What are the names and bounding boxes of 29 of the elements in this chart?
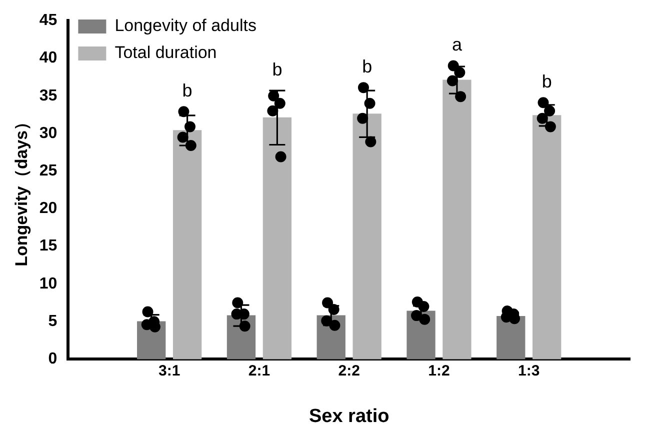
x-tick-label: 1:3 (518, 362, 540, 380)
annotation: b (272, 60, 282, 80)
x-tick-label: 3:1 (158, 362, 180, 380)
annotation: b (362, 56, 372, 77)
x-axis-title: Sex ratio (308, 406, 390, 427)
y-tick-label: 40 (39, 50, 58, 67)
bar (442, 80, 472, 360)
x-tick-label: 2:1 (248, 362, 270, 380)
legend-label: Longevity of adults (114, 16, 256, 36)
y-tick-label: 30 (39, 124, 58, 142)
bar (172, 130, 202, 360)
bar (532, 115, 562, 360)
bar (262, 117, 292, 360)
annotation: b (182, 80, 192, 101)
y-tick-label: 35 (39, 87, 58, 104)
x-tick-label: 1:2 (428, 362, 450, 380)
x-tick-label: 2:2 (338, 362, 360, 380)
y-tick-label: 45 (39, 12, 58, 30)
y-tick-label: 10 (39, 275, 58, 292)
annotation: b (542, 72, 552, 92)
legend-label: Total duration (114, 43, 217, 62)
y-tick-label: 25 (39, 162, 58, 180)
bar (352, 114, 382, 360)
y-axis-title: Longevity（days） (12, 113, 31, 266)
y-tick-label: 0 (48, 350, 58, 368)
y-tick-label: 20 (39, 200, 58, 218)
annotation: a (452, 34, 463, 55)
y-tick-label: 15 (39, 238, 58, 255)
y-tick-label: 5 (48, 312, 58, 330)
